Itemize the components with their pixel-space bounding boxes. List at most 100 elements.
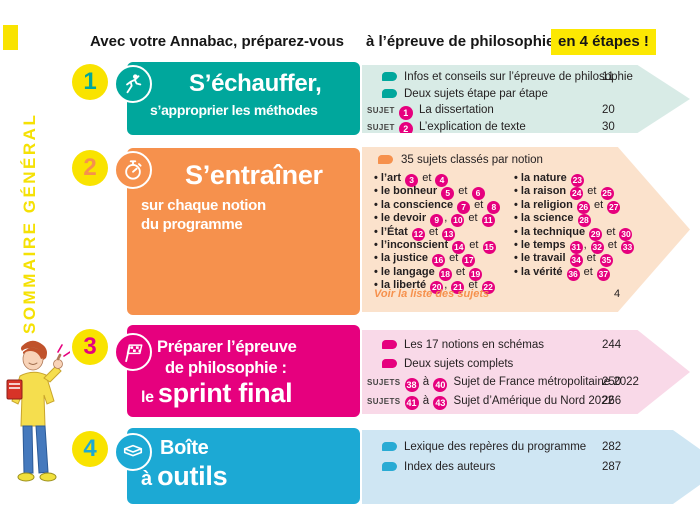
sujet-number-badge: 8 bbox=[487, 200, 501, 214]
bullet-icon bbox=[382, 462, 397, 471]
sujet-number-badge: 6 bbox=[471, 187, 485, 201]
section2-subtitle-line2: du programme bbox=[141, 216, 243, 233]
sommaire-general-vertical-label: SOMMAIRE GÉNÉRAL bbox=[20, 112, 39, 334]
sujet-number-badge: 5 bbox=[441, 187, 455, 201]
sujet-number-badge: 3 bbox=[405, 174, 419, 187]
sujet-number-badge: 34 bbox=[569, 254, 583, 268]
sujet-label: SUJET bbox=[367, 122, 395, 132]
section4-line2: à outils bbox=[141, 459, 228, 496]
page-number: 244 bbox=[602, 339, 622, 351]
toc-row: Les 17 notions en schémas 244 bbox=[362, 337, 690, 356]
notion-item: • le bonheur 5 et 6 bbox=[374, 185, 501, 201]
notions-column-left: • l’art 3 et 4 • le bonheur 5 et 6 • la co… bbox=[374, 172, 501, 295]
toc-entry-label: Lexique des repères du programme bbox=[404, 441, 587, 453]
section2-panel: 35 sujets classés par notion • l’art 3 e… bbox=[362, 147, 690, 312]
notion-item: • le langage 18 et 19 bbox=[374, 265, 483, 281]
sujet-number-badge: 16 bbox=[432, 254, 446, 268]
section3-line3: le sprint final bbox=[141, 376, 293, 415]
sujet-number-badge: 9 bbox=[430, 214, 444, 228]
page-number: 30 bbox=[602, 120, 615, 133]
step-number-1: 1 bbox=[72, 64, 108, 100]
sujet-number-badge: 32 bbox=[590, 240, 604, 254]
section4-line2-prefix: à bbox=[141, 468, 158, 490]
yellow-corner-square bbox=[3, 25, 18, 50]
notion-name: • la technique bbox=[514, 225, 589, 238]
toc-row: Deux sujets étape par étape bbox=[362, 87, 690, 104]
section3-banner: Préparer l’épreuve de philosophie : le s… bbox=[114, 325, 360, 417]
notion-name: • le bonheur bbox=[374, 185, 441, 198]
bullet-icon bbox=[382, 72, 397, 81]
toc-entry-label: L’explication de texte bbox=[415, 120, 526, 133]
sujet-number-badge: 2 bbox=[398, 122, 413, 133]
header-highlight-badge: en 4 étapes ! bbox=[551, 29, 656, 55]
sujet-number-badge: 20 bbox=[430, 281, 444, 295]
sujet-number-badge: 41 bbox=[404, 396, 419, 410]
toc-entry-label: Sujet de France métropolitaine 2022 bbox=[450, 376, 639, 388]
bullet-icon bbox=[382, 358, 397, 368]
toc-row: Infos et conseils sur l’épreuve de philo… bbox=[362, 70, 690, 87]
notions-header-row: 35 sujets classés par notion bbox=[378, 154, 543, 166]
toc-row: Index des auteurs 287 bbox=[362, 459, 700, 479]
section1-panel: Infos et conseils sur l’épreuve de philo… bbox=[362, 65, 690, 133]
toc-row: SUJETS 38 à 40 Sujet de France métropolit… bbox=[367, 376, 639, 392]
notion-name: • le temps bbox=[514, 238, 569, 251]
section4-line2-big: outils bbox=[157, 461, 228, 491]
notions-column-right: • la nature 23 • la raison 24 et 25 • la r… bbox=[514, 172, 635, 281]
notion-item: • l’art 3 et 4 bbox=[374, 172, 501, 187]
sujet-number-badge: 37 bbox=[596, 267, 610, 281]
bullet-icon bbox=[382, 88, 397, 98]
notion-item: • le travail 34 et 35 bbox=[514, 252, 613, 268]
page-number: 4 bbox=[614, 288, 621, 300]
notion-item: • la justice 16 et 17 bbox=[374, 252, 476, 268]
runner-icon bbox=[114, 65, 152, 103]
toc-row: SUJET 1 La dissertation 20 bbox=[362, 103, 690, 120]
sujet-number-badge: 36 bbox=[566, 267, 580, 281]
sujet-number-badge: 12 bbox=[411, 227, 425, 241]
sujet-label: SUJETS bbox=[367, 396, 401, 406]
stopwatch-icon bbox=[114, 151, 152, 189]
notions-footer-row: Voir la liste des sujets 4 bbox=[374, 288, 674, 300]
sujet-number-badge: 17 bbox=[462, 254, 476, 268]
toc-row: SUJETS 41 à 43 Sujet d’Amérique du Nord 2… bbox=[367, 394, 622, 410]
toc-entry-label: Index des auteurs bbox=[404, 461, 496, 473]
step-number-2: 2 bbox=[72, 150, 108, 186]
step-number-4: 4 bbox=[72, 431, 108, 467]
sujet-number-badge: 43 bbox=[433, 396, 448, 410]
checkered-flag-icon bbox=[114, 333, 152, 371]
sujet-number-badge: 29 bbox=[589, 227, 603, 241]
notion-name: • l’État bbox=[374, 225, 411, 238]
sujet-number-badge: 19 bbox=[469, 267, 483, 281]
notion-item: • la technique 29 et 30 bbox=[514, 225, 633, 241]
page-number: 287 bbox=[602, 461, 622, 473]
sujet-number-badge: 33 bbox=[621, 240, 635, 254]
bullet-icon bbox=[382, 442, 397, 451]
page-number: 11 bbox=[602, 71, 614, 83]
sujet-number-badge: 18 bbox=[438, 267, 452, 281]
section3-panel: Les 17 notions en schémas 244 Deux sujets … bbox=[362, 330, 690, 414]
step-number-3: 3 bbox=[72, 329, 108, 365]
sujet-number-badge: 22 bbox=[481, 281, 495, 295]
section1-banner: S’échauffer, s’approprier les méthodes bbox=[114, 62, 360, 135]
section3-line3-big: sprint final bbox=[157, 378, 293, 408]
page-number: 250 bbox=[602, 376, 622, 388]
section3-line1: Préparer l’épreuve bbox=[157, 338, 297, 356]
sujet-number-badge: 4 bbox=[435, 174, 449, 187]
sujet-number-badge: 13 bbox=[442, 227, 456, 241]
notion-name: • la vérité bbox=[514, 265, 566, 278]
notion-name: • la liberté bbox=[374, 279, 430, 292]
section2-subtitle: sur chaque notion du programme bbox=[141, 196, 266, 234]
toc-row: Lexique des repères du programme 282 bbox=[362, 439, 700, 459]
sujet-number-badge: 1 bbox=[398, 105, 413, 120]
notion-name: • la religion bbox=[514, 198, 576, 211]
notion-item: • la raison 24 et 25 bbox=[514, 185, 614, 201]
toc-entry-label: La dissertation bbox=[415, 104, 494, 116]
notion-name: • le devoir bbox=[374, 212, 430, 225]
sujet-number-badge: 23 bbox=[570, 174, 584, 187]
sujet-number-badge: 40 bbox=[433, 377, 448, 392]
notion-item: • la science 28 bbox=[514, 212, 635, 228]
page-header: Avec votre Annabac, préparez-vous à l’ép… bbox=[0, 29, 700, 55]
sujet-number-badge: 15 bbox=[482, 240, 496, 254]
section2-title: S’entraîner bbox=[185, 160, 323, 190]
section4-panel: Lexique des repères du programme 282 Index… bbox=[362, 430, 700, 504]
student-illustration bbox=[6, 340, 70, 482]
